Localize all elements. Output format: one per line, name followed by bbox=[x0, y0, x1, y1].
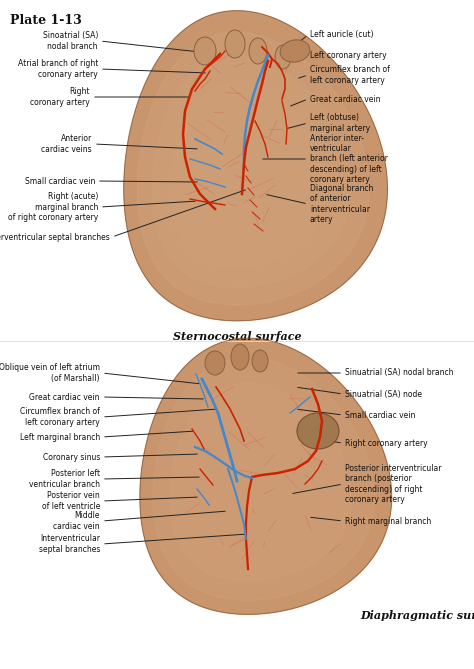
Polygon shape bbox=[140, 339, 392, 614]
Text: Diagonal branch
of anterior
interventricular
artery: Diagonal branch of anterior interventric… bbox=[310, 184, 374, 224]
Ellipse shape bbox=[231, 344, 249, 370]
Text: Left (obtuse)
marginal artery: Left (obtuse) marginal artery bbox=[310, 113, 370, 132]
Ellipse shape bbox=[252, 350, 268, 372]
Text: Right coronary artery: Right coronary artery bbox=[345, 438, 428, 448]
Ellipse shape bbox=[275, 45, 291, 69]
Polygon shape bbox=[152, 56, 350, 288]
Ellipse shape bbox=[249, 38, 267, 64]
Text: Interventricular
septal branches: Interventricular septal branches bbox=[38, 535, 100, 554]
Polygon shape bbox=[169, 82, 327, 268]
Text: Circumflex branch of
left coronary artery: Circumflex branch of left coronary arter… bbox=[310, 66, 390, 85]
Text: Sinuatrial (SA) node: Sinuatrial (SA) node bbox=[345, 389, 422, 399]
Ellipse shape bbox=[194, 37, 216, 65]
Polygon shape bbox=[170, 383, 351, 581]
Polygon shape bbox=[153, 357, 374, 600]
Text: Diaphragmatic surface: Diaphragmatic surface bbox=[360, 610, 474, 621]
Ellipse shape bbox=[280, 40, 310, 62]
Text: Anterior
cardiac veins: Anterior cardiac veins bbox=[41, 134, 92, 154]
Text: Oblique vein of left atrium
(of Marshall): Oblique vein of left atrium (of Marshall… bbox=[0, 363, 100, 383]
Text: Sinoatrial (SA)
nodal branch: Sinoatrial (SA) nodal branch bbox=[43, 31, 98, 51]
Text: Interventricular septal branches: Interventricular septal branches bbox=[0, 233, 110, 242]
Text: Anterior inter-
ventricular
branch (left anterior
descending) of left
coronary a: Anterior inter- ventricular branch (left… bbox=[310, 134, 388, 184]
Text: Atrial branch of right
coronary artery: Atrial branch of right coronary artery bbox=[18, 60, 98, 79]
Text: Posterior interventricular
branch (posterior
descending) of right
coronary arter: Posterior interventricular branch (poste… bbox=[345, 464, 441, 504]
Text: Right
coronary artery: Right coronary artery bbox=[30, 87, 90, 106]
Text: Posterior vein
of left ventricle: Posterior vein of left ventricle bbox=[42, 491, 100, 510]
Text: Middle
cardiac vein: Middle cardiac vein bbox=[54, 511, 100, 531]
Ellipse shape bbox=[225, 30, 245, 58]
Text: Left coronary artery: Left coronary artery bbox=[310, 50, 387, 60]
Text: Plate 1-13: Plate 1-13 bbox=[10, 14, 82, 27]
Polygon shape bbox=[124, 11, 387, 320]
Text: Right (acute)
marginal branch
of right coronary artery: Right (acute) marginal branch of right c… bbox=[8, 192, 98, 222]
Text: Coronary sinus: Coronary sinus bbox=[43, 452, 100, 462]
Text: Great cardiac vein: Great cardiac vein bbox=[29, 393, 100, 401]
Text: Circumflex branch of
left coronary artery: Circumflex branch of left coronary arter… bbox=[20, 407, 100, 427]
Text: Left auricle (cut): Left auricle (cut) bbox=[310, 31, 374, 39]
Text: Small cardiac vein: Small cardiac vein bbox=[345, 411, 415, 419]
Ellipse shape bbox=[297, 413, 339, 449]
Polygon shape bbox=[137, 32, 369, 305]
Text: Sternocostal surface: Sternocostal surface bbox=[173, 331, 301, 342]
Text: Small cardiac vein: Small cardiac vein bbox=[25, 177, 95, 185]
Ellipse shape bbox=[205, 351, 225, 375]
Text: Right marginal branch: Right marginal branch bbox=[345, 516, 431, 526]
Text: Great cardiac vein: Great cardiac vein bbox=[310, 94, 381, 104]
Text: Sinuatrial (SA) nodal branch: Sinuatrial (SA) nodal branch bbox=[345, 369, 454, 377]
Text: Posterior left
ventricular branch: Posterior left ventricular branch bbox=[29, 469, 100, 488]
Text: Left marginal branch: Left marginal branch bbox=[20, 432, 100, 442]
